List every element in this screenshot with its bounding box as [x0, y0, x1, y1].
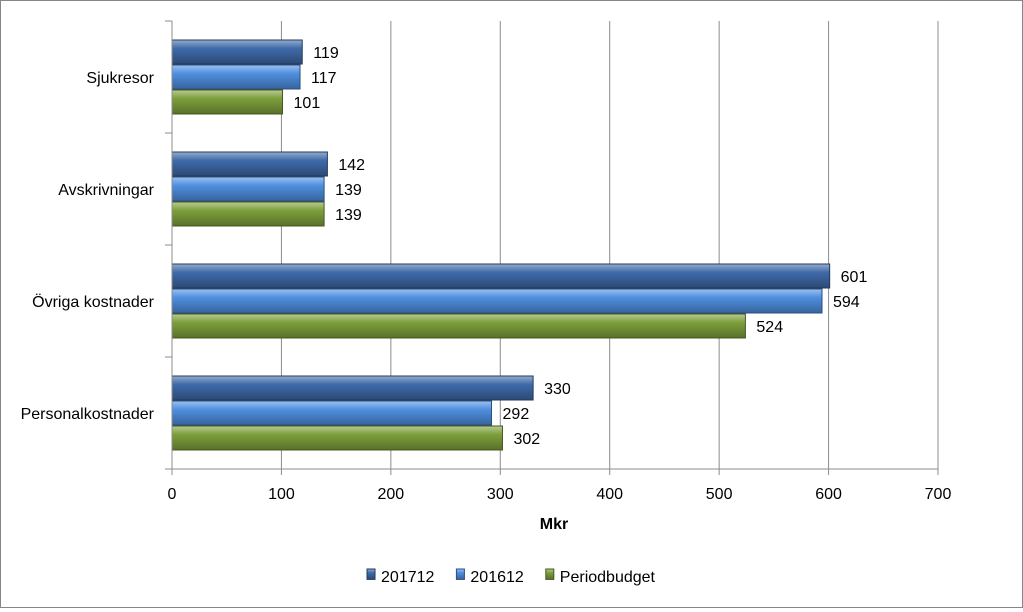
bar — [171, 375, 534, 401]
data-label: 601 — [841, 269, 868, 286]
data-label: 101 — [294, 95, 321, 112]
data-label: 139 — [335, 207, 362, 224]
x-tick-label: 300 — [487, 486, 514, 503]
data-label: 292 — [503, 406, 530, 423]
legend-label: 201712 — [381, 569, 434, 586]
x-tick-label: 700 — [925, 486, 952, 503]
axes — [165, 20, 939, 475]
legend-swatch — [545, 568, 555, 580]
x-tick-label: 600 — [815, 486, 842, 503]
bar — [171, 39, 303, 65]
data-label: 119 — [313, 45, 339, 62]
data-label: 524 — [756, 319, 783, 336]
data-label: 139 — [335, 182, 362, 199]
category-label: Övriga kostnader — [32, 293, 155, 311]
data-label: 142 — [338, 157, 365, 174]
data-label: 330 — [544, 381, 571, 398]
bar — [171, 176, 325, 202]
legend-swatch — [455, 568, 465, 580]
bar — [171, 313, 746, 339]
category-label: Sjukresor — [86, 70, 154, 87]
x-tick-label: 200 — [378, 486, 405, 503]
data-label: 117 — [311, 70, 337, 87]
bar — [171, 400, 493, 426]
x-tick-label: 500 — [706, 486, 733, 503]
bar — [171, 201, 325, 227]
legend: 201712 201612 Periodbudget — [366, 568, 656, 586]
bar — [171, 425, 503, 451]
bar — [171, 64, 301, 90]
bar — [171, 89, 284, 115]
data-label: 594 — [833, 294, 860, 311]
category-label: Personalkostnader — [21, 406, 155, 423]
data-label: 302 — [513, 431, 540, 448]
x-tick-label: 0 — [168, 486, 177, 503]
legend-label: 201612 — [470, 569, 523, 586]
x-tick-label: 400 — [596, 486, 623, 503]
category-label: Avskrivningar — [58, 182, 154, 199]
bars — [171, 39, 831, 451]
bar — [171, 288, 823, 314]
gridlines — [280, 21, 939, 469]
legend-label: Periodbudget — [560, 569, 656, 586]
x-axis-title: Mkr — [540, 516, 568, 533]
bar — [171, 151, 328, 177]
legend-swatch — [366, 568, 376, 580]
labels: 0 100 200 300 400 500 600 700 119 117 101 Sjukresor… — [21, 45, 952, 503]
bar — [171, 263, 831, 289]
x-tick-label: 100 — [268, 486, 295, 503]
